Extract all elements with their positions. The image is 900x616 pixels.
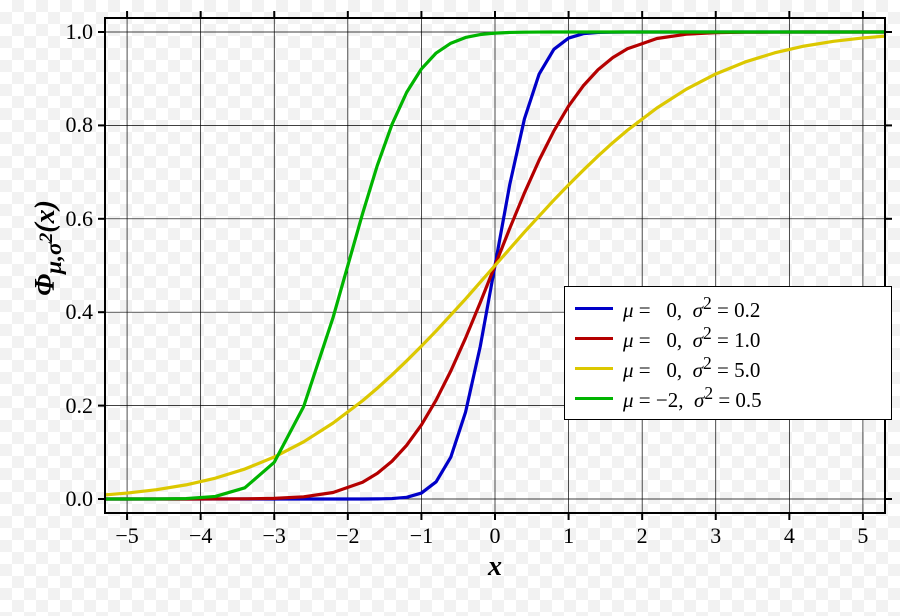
legend-swatch [575, 307, 613, 310]
legend-label: μ = 0, σ2 = 1.0 [623, 323, 760, 353]
x-tick-label: −5 [115, 523, 138, 549]
x-tick-label: −1 [410, 523, 433, 549]
y-tick-label: 0.2 [66, 393, 94, 419]
x-tick-label: 1 [563, 523, 574, 549]
legend-swatch [575, 367, 613, 370]
x-tick-label: 5 [857, 523, 868, 549]
x-tick-label: 4 [784, 523, 795, 549]
x-tick-label: −4 [189, 523, 212, 549]
y-tick-label: 0.4 [66, 299, 94, 325]
x-tick-label: −2 [336, 523, 359, 549]
legend-entry-mu0_var5: μ = 0, σ2 = 5.0 [575, 353, 881, 383]
legend-entry-mu-2_var05: μ = −2, σ2 = 0.5 [575, 383, 881, 413]
legend-label: μ = 0, σ2 = 0.2 [623, 293, 760, 323]
legend-swatch [575, 337, 613, 340]
x-tick-label: −3 [263, 523, 286, 549]
x-axis-label: x [488, 551, 502, 583]
x-tick-label: 0 [490, 523, 501, 549]
y-tick-label: 1.0 [66, 19, 94, 45]
y-tick-label: 0.6 [66, 206, 94, 232]
legend: μ = 0, σ2 = 0.2μ = 0, σ2 = 1.0μ = 0, σ2 … [564, 286, 892, 420]
cdf-chart: Φμ,σ2(x) x μ = 0, σ2 = 0.2μ = 0, σ2 = 1.… [0, 0, 900, 616]
legend-label: μ = 0, σ2 = 5.0 [623, 353, 760, 383]
legend-swatch [575, 397, 613, 400]
x-tick-label: 2 [637, 523, 648, 549]
legend-label: μ = −2, σ2 = 0.5 [623, 383, 762, 413]
y-axis-label: Φμ,σ2(x) [30, 200, 68, 296]
x-tick-label: 3 [710, 523, 721, 549]
legend-entry-mu0_var1: μ = 0, σ2 = 1.0 [575, 323, 881, 353]
y-tick-label: 0.0 [66, 486, 94, 512]
legend-entry-mu0_var02: μ = 0, σ2 = 0.2 [575, 293, 881, 323]
y-tick-label: 0.8 [66, 112, 94, 138]
